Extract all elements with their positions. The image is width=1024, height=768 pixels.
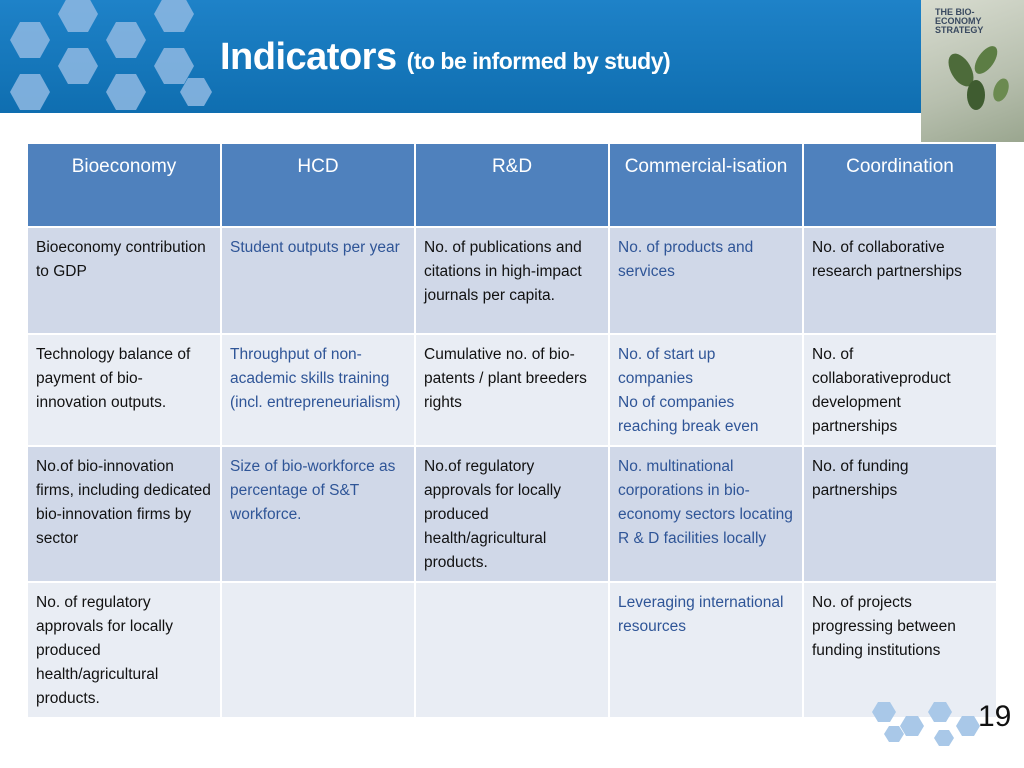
- cover-text: THE BIO-ECONOMY STRATEGY: [935, 7, 984, 35]
- indicator-table: Bioeconomy HCD R&D Commercial-isation Coordi…: [26, 142, 998, 719]
- column-header: Coordination: [802, 142, 998, 228]
- table-cell: Cumulative no. of bio-patents / plant br…: [414, 333, 610, 447]
- page-number: 19: [978, 700, 1012, 733]
- column-header: Bioeconomy: [26, 142, 222, 228]
- table-cell: No. of products and services: [608, 226, 804, 335]
- table-cell: Student outputs per year: [220, 226, 416, 335]
- table-cell: No. multinational corporations in bio-ec…: [608, 445, 804, 583]
- table-cell: No.of regulatory approvals for locally p…: [414, 445, 610, 583]
- table-cell: No. of regulatory approvals for locally …: [26, 581, 222, 719]
- hexagon-decoration: [10, 0, 212, 110]
- table-cell: Bioeconomy contribution to GDP: [26, 226, 222, 335]
- subtitle: (to be informed by study): [406, 48, 671, 74]
- title: Indicators (to be informed by study): [220, 36, 671, 79]
- table-cell: Throughput of non-academic skills traini…: [220, 333, 416, 447]
- table-cell: No. of publications and citations in hig…: [414, 226, 610, 335]
- table-cell: No. of funding partnerships: [802, 445, 998, 583]
- book-cover: THE BIO-ECONOMY STRATEGY: [921, 0, 1024, 142]
- table-row: No.of bio-innovation firms, including de…: [26, 445, 998, 583]
- column-header: HCD: [220, 142, 416, 228]
- empty-cell: [220, 581, 416, 719]
- column-header: R&D: [414, 142, 610, 228]
- column-header: Commercial-isation: [608, 142, 804, 228]
- table-cell: No. of collaborativeproduct development …: [802, 333, 998, 447]
- table-row: Technology balance of payment of bio-inn…: [26, 333, 998, 447]
- table-cell: Size of bio-workforce as percentage of S…: [220, 445, 416, 583]
- table-cell: No. of collaborative research partnershi…: [802, 226, 998, 335]
- table-cell: No.of bio-innovation firms, including de…: [26, 445, 222, 583]
- cover-art: [948, 46, 1009, 110]
- table-cell: Technology balance of payment of bio-inn…: [26, 333, 222, 447]
- title-text: Indicators: [220, 36, 397, 78]
- empty-cell: [414, 581, 610, 719]
- header-row: Bioeconomy HCD R&D Commercial-isation Coordi…: [26, 142, 998, 228]
- table-body: Bioeconomy contribution to GDP Student ou…: [26, 226, 998, 719]
- table-row: Bioeconomy contribution to GDP Student ou…: [26, 226, 998, 335]
- table-cell: No. of start up companies No of companie…: [608, 333, 804, 447]
- table-row: No. of regulatory approvals for locally …: [26, 581, 998, 719]
- hexagon-decoration: [872, 702, 980, 746]
- table-cell: No. of projects progressing between fund…: [802, 581, 998, 719]
- table-cell: Leveraging international resources: [608, 581, 804, 719]
